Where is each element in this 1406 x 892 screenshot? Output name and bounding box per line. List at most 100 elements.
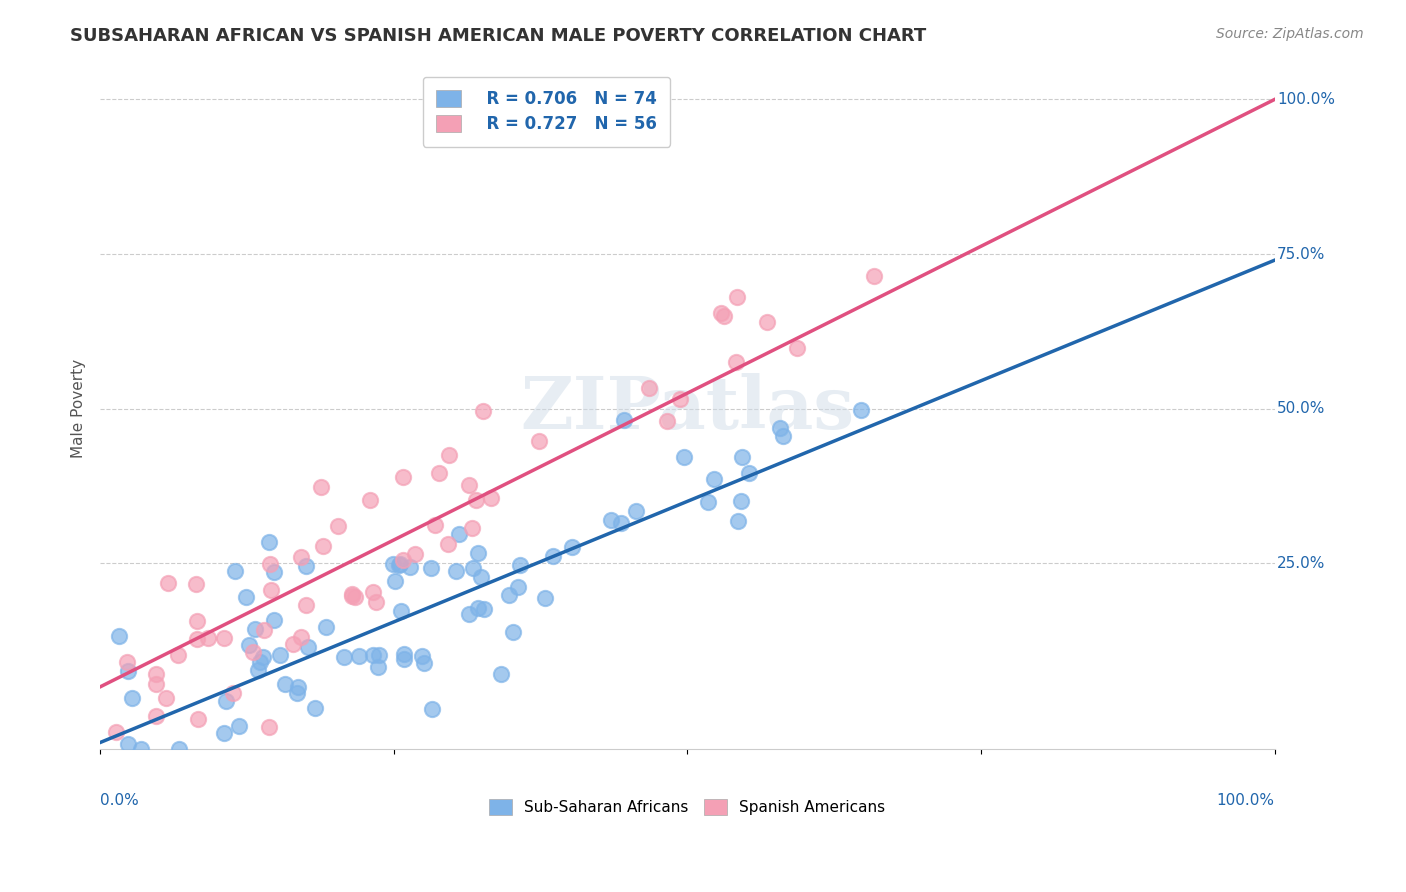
Spanish Americans (340, 589, 363, 603)
Sub-Saharan Africans (498, 588, 520, 602)
Spanish Americans (290, 630, 312, 644)
Spanish Americans (725, 290, 748, 304)
Text: 100.0%: 100.0% (1277, 92, 1334, 107)
Text: 50.0%: 50.0% (1277, 401, 1326, 416)
Spanish Americans (187, 712, 209, 726)
Spanish Americans (326, 518, 349, 533)
Sub-Saharan Africans (274, 677, 297, 691)
Spanish Americans (257, 720, 280, 734)
Spanish Americans (437, 448, 460, 462)
Spanish Americans (361, 584, 384, 599)
Text: 75.0%: 75.0% (1277, 246, 1326, 261)
Spanish Americans (657, 414, 679, 428)
Sub-Saharan Africans (560, 540, 582, 554)
Sub-Saharan Africans (502, 624, 524, 639)
Spanish Americans (197, 631, 219, 645)
Sub-Saharan Africans (392, 651, 415, 665)
Sub-Saharan Africans (444, 565, 467, 579)
Text: 100.0%: 100.0% (1216, 793, 1275, 808)
Spanish Americans (222, 685, 245, 699)
Spanish Americans (342, 587, 364, 601)
Spanish Americans (186, 614, 208, 628)
Y-axis label: Male Poverty: Male Poverty (72, 359, 86, 458)
Sub-Saharan Africans (368, 648, 391, 662)
Sub-Saharan Africans (367, 660, 389, 674)
Sub-Saharan Africans (249, 656, 271, 670)
Sub-Saharan Africans (243, 622, 266, 636)
Spanish Americans (713, 309, 735, 323)
Spanish Americans (167, 648, 190, 662)
Sub-Saharan Africans (447, 527, 470, 541)
Sub-Saharan Africans (738, 466, 761, 480)
Sub-Saharan Africans (295, 559, 318, 574)
Spanish Americans (527, 434, 550, 448)
Sub-Saharan Africans (489, 667, 512, 681)
Sub-Saharan Africans (246, 663, 269, 677)
Sub-Saharan Africans (458, 607, 481, 622)
Spanish Americans (290, 550, 312, 565)
Spanish Americans (437, 537, 460, 551)
Spanish Americans (472, 403, 495, 417)
Spanish Americans (295, 598, 318, 612)
Spanish Americans (156, 576, 179, 591)
Sub-Saharan Africans (730, 494, 752, 508)
Spanish Americans (423, 518, 446, 533)
Sub-Saharan Africans (263, 613, 285, 627)
Text: Source: ZipAtlas.com: Source: ZipAtlas.com (1216, 27, 1364, 41)
Sub-Saharan Africans (129, 741, 152, 756)
Sub-Saharan Africans (238, 638, 260, 652)
Spanish Americans (465, 493, 488, 508)
Spanish Americans (145, 708, 167, 723)
Sub-Saharan Africans (772, 428, 794, 442)
Sub-Saharan Africans (413, 656, 436, 670)
Sub-Saharan Africans (269, 648, 291, 662)
Spanish Americans (145, 677, 167, 691)
Sub-Saharan Africans (389, 604, 412, 618)
Sub-Saharan Africans (509, 558, 531, 573)
Spanish Americans (117, 655, 139, 669)
Sub-Saharan Africans (169, 741, 191, 756)
Spanish Americans (105, 725, 128, 739)
Sub-Saharan Africans (117, 664, 139, 678)
Text: SUBSAHARAN AFRICAN VS SPANISH AMERICAN MALE POVERTY CORRELATION CHART: SUBSAHARAN AFRICAN VS SPANISH AMERICAN M… (70, 27, 927, 45)
Sub-Saharan Africans (472, 601, 495, 615)
Spanish Americans (404, 547, 426, 561)
Spanish Americans (281, 637, 304, 651)
Spanish Americans (786, 341, 808, 355)
Sub-Saharan Africans (613, 412, 636, 426)
Sub-Saharan Africans (315, 620, 337, 634)
Sub-Saharan Africans (388, 558, 411, 573)
Sub-Saharan Africans (228, 719, 250, 733)
Sub-Saharan Africans (769, 421, 792, 435)
Sub-Saharan Africans (285, 686, 308, 700)
Sub-Saharan Africans (214, 725, 236, 739)
Spanish Americans (259, 558, 281, 572)
Sub-Saharan Africans (470, 570, 492, 584)
Text: ZIPatlas: ZIPatlas (520, 373, 855, 444)
Sub-Saharan Africans (389, 557, 412, 571)
Sub-Saharan Africans (467, 600, 489, 615)
Spanish Americans (366, 594, 388, 608)
Sub-Saharan Africans (609, 516, 631, 531)
Spanish Americans (260, 583, 283, 598)
Sub-Saharan Africans (508, 580, 530, 594)
Spanish Americans (479, 491, 502, 505)
Spanish Americans (457, 478, 479, 492)
Spanish Americans (312, 539, 335, 553)
Text: 0.0%: 0.0% (100, 793, 139, 808)
Sub-Saharan Africans (672, 450, 695, 465)
Spanish Americans (252, 624, 274, 638)
Spanish Americans (155, 690, 177, 705)
Spanish Americans (863, 269, 886, 284)
Sub-Saharan Africans (534, 591, 557, 606)
Sub-Saharan Africans (624, 504, 647, 518)
Sub-Saharan Africans (287, 680, 309, 694)
Sub-Saharan Africans (361, 648, 384, 663)
Sub-Saharan Africans (117, 737, 139, 751)
Sub-Saharan Africans (461, 561, 484, 575)
Sub-Saharan Africans (543, 549, 565, 564)
Spanish Americans (186, 632, 208, 646)
Sub-Saharan Africans (349, 648, 371, 663)
Sub-Saharan Africans (304, 701, 326, 715)
Sub-Saharan Africans (599, 513, 621, 527)
